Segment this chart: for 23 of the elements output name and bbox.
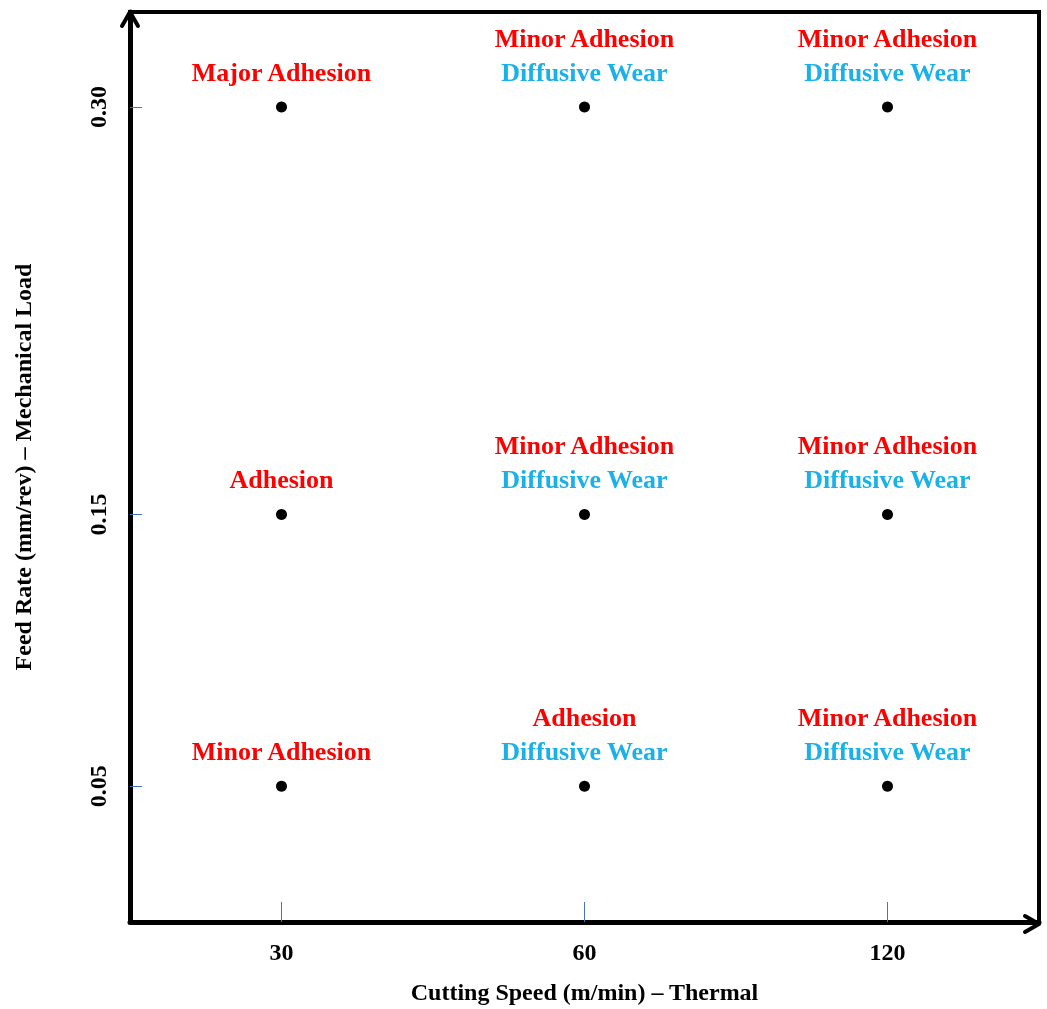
x-tick-label: 120	[869, 939, 906, 965]
annotation: Adhesion	[532, 702, 638, 732]
annotation: Minor Adhesion	[494, 431, 675, 461]
annotation: Diffusive Wear	[501, 57, 668, 87]
annotation: Diffusive Wear	[501, 736, 668, 766]
annotation: Diffusive Wear	[804, 465, 971, 495]
annotation: Minor Adhesion	[797, 431, 978, 461]
annotation: Minor Adhesion	[797, 23, 978, 53]
x-tick-label: 30	[269, 939, 294, 965]
annotation: Diffusive Wear	[804, 736, 971, 766]
y-tick-label: 0.15	[85, 493, 111, 536]
annotation: Major Adhesion	[191, 57, 372, 87]
annotation: Minor Adhesion	[494, 23, 675, 53]
annotation: Diffusive Wear	[501, 465, 668, 495]
x-axis-title: Cutting Speed (m/min) – Thermal	[410, 979, 759, 1005]
annotation: Minor Adhesion	[191, 736, 372, 766]
y-tick-label: 0.05	[85, 765, 111, 808]
annotation: Adhesion	[229, 465, 335, 495]
y-axis-title: Feed Rate (mm/rev) – Mechanical Load	[10, 262, 36, 671]
x-tick-label: 60	[572, 939, 597, 965]
annotation: Minor Adhesion	[797, 702, 978, 732]
annotation: Diffusive Wear	[804, 57, 971, 87]
y-tick-label: 0.30	[85, 86, 111, 129]
